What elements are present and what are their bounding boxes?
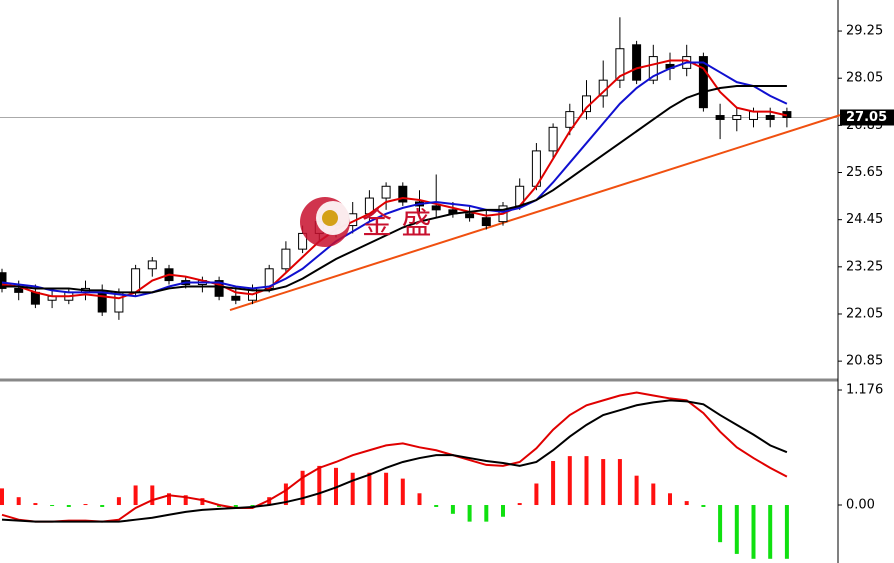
macd-line: [1, 391, 788, 523]
histogram-bar: [83, 504, 88, 506]
histogram-bar: [33, 503, 38, 506]
histogram-bar: [0, 488, 4, 506]
histogram-bar: [116, 497, 121, 506]
histogram-bar: [183, 495, 188, 506]
histogram-bar: [150, 485, 155, 506]
candle-body: [431, 205, 441, 211]
histogram-bar: [684, 501, 689, 506]
histogram-bar: [784, 505, 789, 559]
histogram-bar: [250, 505, 255, 507]
moving-average: [2, 85, 787, 294]
histogram-bar: [668, 493, 672, 506]
watermark-text: 金 盛: [362, 207, 432, 242]
candle-body: [131, 268, 141, 293]
candle-body: [648, 56, 658, 81]
histogram-bar: [350, 472, 355, 506]
histogram-bar: [734, 505, 739, 554]
histogram-bar: [601, 459, 606, 506]
candle-body: [698, 56, 708, 109]
last-price-box: [840, 109, 894, 126]
histogram-bar: [450, 505, 455, 514]
histogram-bar: [417, 493, 422, 506]
candle-body: [147, 260, 157, 270]
watermark-logo: [300, 197, 350, 247]
candle-body: [548, 126, 558, 152]
histogram-bar: [467, 505, 472, 522]
candle-body: [565, 111, 575, 128]
candle-body: [381, 185, 391, 199]
y-tick-label: 24.45: [846, 212, 883, 227]
histogram-bar: [534, 483, 539, 506]
y-tick-label: 25.65: [846, 165, 883, 180]
candle-body: [298, 232, 308, 250]
candle-body: [765, 115, 775, 120]
candle-body: [615, 48, 625, 81]
candle-body: [749, 111, 758, 120]
y-tick-label: 20.85: [846, 354, 883, 369]
histogram-bar: [133, 485, 138, 506]
candle-body: [465, 213, 475, 219]
trend-line: [229, 114, 841, 312]
histogram-bar: [617, 459, 622, 506]
histogram-bar: [300, 470, 305, 506]
histogram-bar: [167, 493, 171, 506]
histogram-bar: [651, 483, 656, 506]
histogram-bar: [100, 505, 105, 507]
moving-average: [1, 61, 788, 298]
candle-body: [732, 115, 742, 120]
histogram-bar: [16, 497, 21, 506]
histogram-bar: [517, 503, 522, 506]
candle-body: [632, 44, 642, 81]
histogram-bar: [400, 478, 405, 506]
histogram-bar: [233, 505, 238, 508]
histogram-bar: [66, 505, 71, 507]
histogram-bar: [701, 505, 706, 507]
y-tick-label: 22.05: [846, 306, 883, 321]
histogram-bar: [50, 505, 55, 507]
y-tick-label: 1.176: [846, 383, 883, 398]
histogram-bar: [567, 456, 572, 506]
candle-body: [0, 272, 7, 289]
histogram-bar: [768, 505, 773, 559]
histogram-bar: [584, 456, 589, 506]
candle-body: [398, 185, 408, 203]
histogram-bar: [317, 465, 322, 506]
histogram-bar: [367, 472, 372, 506]
macd-line: [1, 399, 788, 523]
histogram-bar: [634, 475, 639, 506]
histogram-bar: [434, 505, 439, 507]
histogram-bar: [551, 461, 556, 506]
candle-body: [281, 248, 291, 270]
y-tick-label: 0.00: [846, 498, 875, 513]
histogram-bar: [718, 505, 723, 543]
histogram-bar: [384, 472, 389, 506]
candle-body: [231, 295, 241, 301]
y-tick-label: 28.05: [846, 71, 883, 86]
candle-body: [14, 287, 24, 293]
candle-body: [214, 280, 224, 297]
y-tick-label: 23.25: [846, 259, 883, 274]
candle-body: [481, 217, 491, 227]
histogram-bar: [751, 505, 756, 559]
histogram-bar: [484, 505, 489, 522]
histogram-bar: [501, 505, 505, 517]
histogram-bar: [200, 498, 205, 506]
histogram-bar: [283, 483, 288, 506]
candle-body: [715, 115, 725, 120]
y-tick-label: 29.25: [846, 24, 883, 39]
candle-body: [30, 291, 40, 305]
last-price-label: 27.05: [846, 110, 887, 125]
